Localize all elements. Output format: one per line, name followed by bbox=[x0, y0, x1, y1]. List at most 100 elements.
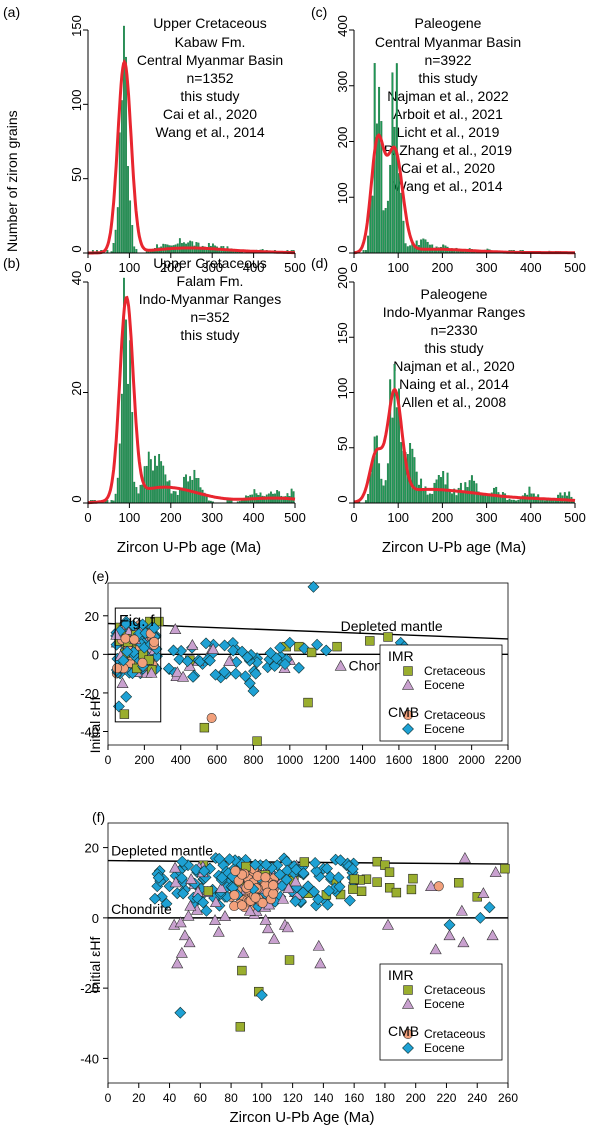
point-triangle bbox=[477, 887, 490, 898]
legend-box bbox=[379, 963, 503, 1061]
point-diamond bbox=[204, 654, 216, 667]
x-tick-label: 300 bbox=[476, 510, 498, 525]
histogram-bar bbox=[378, 463, 381, 504]
point-triangle bbox=[212, 925, 225, 937]
panel-annotations: Paleogene Indo-Myanmar Ranges n=2330 thi… bbox=[383, 286, 525, 410]
point-square bbox=[203, 886, 214, 896]
point-diamond bbox=[198, 865, 211, 877]
x-tick-label: 500 bbox=[564, 260, 586, 275]
point-square bbox=[406, 884, 417, 895]
histogram-bar bbox=[563, 492, 566, 504]
point-square bbox=[303, 697, 313, 708]
histogram-bar bbox=[470, 475, 473, 504]
point-triangle bbox=[145, 666, 158, 678]
histogram-bar bbox=[391, 72, 394, 254]
histogram-bar bbox=[400, 192, 403, 254]
annotation-line: Kabaw Fm. bbox=[175, 34, 246, 50]
point-circle bbox=[243, 880, 254, 890]
point-diamond bbox=[239, 670, 252, 683]
point-diamond bbox=[402, 1042, 414, 1054]
point-diamond bbox=[120, 618, 132, 630]
annotation-line: n=2330 bbox=[430, 322, 477, 338]
histogram-bar bbox=[479, 494, 482, 504]
point-diamond bbox=[173, 653, 186, 666]
x-tick-label: 0 bbox=[84, 510, 91, 525]
point-triangle bbox=[209, 896, 222, 907]
point-diamond bbox=[333, 880, 346, 893]
annotation-line: Arboit et al., 2021 bbox=[393, 106, 503, 122]
histogram-bar bbox=[141, 484, 144, 504]
x-tick-label: 400 bbox=[520, 260, 542, 275]
x-axis-label: Zircon U-Pb Age (Ma) bbox=[229, 1109, 374, 1126]
point-diamond bbox=[149, 892, 161, 905]
x-tick-label: 1800 bbox=[422, 753, 449, 767]
x-tick-label: 500 bbox=[284, 260, 306, 275]
point-triangle bbox=[489, 866, 502, 877]
y-axis-label: Initial εHf bbox=[87, 696, 103, 753]
histogram-bar bbox=[466, 487, 469, 504]
point-triangle bbox=[457, 936, 470, 948]
fig-f-box bbox=[114, 607, 162, 723]
histogram-bar bbox=[400, 442, 403, 504]
histogram-bar bbox=[395, 407, 398, 504]
point-triangle bbox=[429, 943, 442, 955]
point-triangle bbox=[314, 957, 327, 969]
point-diamond bbox=[324, 870, 337, 883]
point-diamond bbox=[148, 621, 161, 634]
y-tick-label: 20 bbox=[85, 609, 99, 624]
point-triangle bbox=[458, 852, 471, 863]
point-circle bbox=[237, 900, 247, 911]
kde-curve bbox=[353, 387, 576, 504]
point-diamond bbox=[160, 897, 173, 910]
legend-group-label: CMB bbox=[388, 704, 419, 720]
histogram-bar bbox=[114, 229, 117, 254]
histogram-bar bbox=[127, 166, 129, 254]
histogram-bar bbox=[422, 238, 425, 254]
x-tick-label: 100 bbox=[119, 260, 141, 275]
y-axis-label: Initial εHf bbox=[87, 936, 103, 993]
y-tick-label: 100 bbox=[69, 89, 84, 111]
point-diamond bbox=[343, 894, 356, 907]
y-tick-label: 0 bbox=[335, 495, 350, 502]
point-circle bbox=[112, 663, 123, 674]
histogram-bar bbox=[129, 340, 132, 504]
point-triangle bbox=[401, 678, 415, 690]
legend-item-label: Eocene bbox=[424, 722, 465, 736]
plot-frame bbox=[107, 822, 509, 1084]
histogram-bar bbox=[205, 496, 208, 504]
histogram-bar bbox=[411, 448, 414, 504]
histogram-bar bbox=[118, 443, 121, 504]
histogram-bar bbox=[382, 485, 385, 504]
y-tick-label: 400 bbox=[335, 15, 350, 37]
x-tick-label: 200 bbox=[134, 753, 154, 767]
x-tick-label: 1600 bbox=[386, 753, 413, 767]
point-diamond bbox=[255, 989, 268, 1002]
histogram-bar bbox=[133, 246, 136, 254]
x-tick-label: 100 bbox=[252, 1091, 272, 1105]
y-tick-label: -40 bbox=[80, 725, 99, 740]
x-tick-label: 500 bbox=[284, 510, 306, 525]
histogram-bar bbox=[127, 383, 129, 504]
histogram-bar bbox=[125, 319, 127, 504]
histogram-bar bbox=[292, 491, 295, 504]
x-tick-label: 2000 bbox=[458, 753, 485, 767]
histogram-bar bbox=[137, 493, 140, 504]
point-diamond bbox=[167, 644, 180, 657]
annotation-line: n=3922 bbox=[424, 52, 471, 68]
point-square bbox=[403, 985, 413, 995]
histogram-bar bbox=[428, 493, 431, 504]
annotation-line: Cai et al., 2020 bbox=[163, 106, 257, 122]
legend-group-label: IMR bbox=[388, 648, 414, 664]
histogram-bar bbox=[391, 417, 394, 504]
point-triangle bbox=[455, 904, 468, 916]
x-tick-label: 800 bbox=[243, 753, 263, 767]
histogram-bar bbox=[422, 489, 425, 504]
point-diamond bbox=[181, 655, 194, 668]
point-circle bbox=[149, 637, 160, 647]
plot-frame bbox=[107, 582, 509, 746]
point-square bbox=[332, 641, 342, 652]
panel-letter: (b) bbox=[3, 255, 20, 271]
x-tick-label: 0 bbox=[350, 510, 357, 525]
annotation-line: P. Zhang et al., 2019 bbox=[384, 142, 512, 158]
annotation-line: n=1352 bbox=[186, 70, 233, 86]
